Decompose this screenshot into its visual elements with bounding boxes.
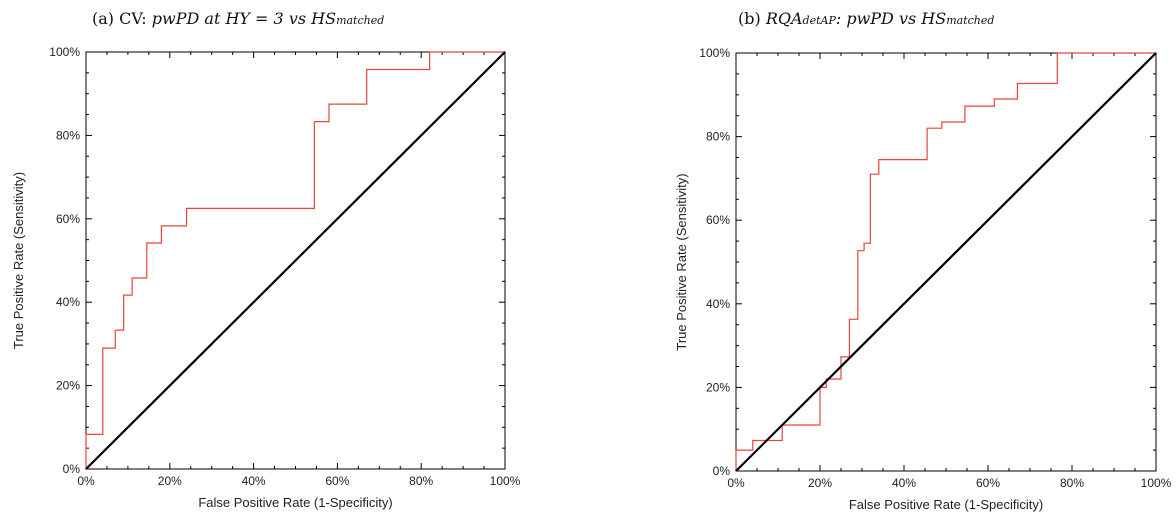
chart-title: (b) RQAdetAP: pwPD vs HSmatched bbox=[738, 9, 994, 28]
y-tick-label: 20% bbox=[56, 379, 80, 393]
y-tick-label: 40% bbox=[706, 297, 730, 311]
y-tick-label: 60% bbox=[706, 213, 730, 227]
chart-title: (a) CV: pwPD at HY = 3 vs HSmatched bbox=[92, 9, 384, 28]
y-axis-label: True Positive Rate (Sensitivity) bbox=[674, 173, 689, 350]
y-tick-label: 80% bbox=[56, 128, 80, 142]
x-tick-label: 100% bbox=[1141, 476, 1172, 490]
y-tick-label: 0% bbox=[713, 464, 731, 478]
x-tick-label: 60% bbox=[325, 474, 349, 488]
y-tick-label: 100% bbox=[49, 45, 80, 59]
y-tick-label: 100% bbox=[699, 46, 730, 60]
y-tick-label: 60% bbox=[56, 212, 80, 226]
y-tick-label: 20% bbox=[706, 380, 730, 394]
x-axis-label: False Positive Rate (1-Specificity) bbox=[849, 497, 1043, 512]
y-axis-label: True Positive Rate (Sensitivity) bbox=[11, 172, 26, 349]
x-tick-label: 80% bbox=[409, 474, 433, 488]
y-tick-label: 80% bbox=[706, 130, 730, 144]
roc-panel-b: (b) RQAdetAP: pwPD vs HSmatched 0% 20% 40% 6… bbox=[674, 9, 1172, 512]
x-tick-label: 0% bbox=[77, 474, 95, 488]
reference-diagonal-line bbox=[85, 51, 506, 470]
x-tick-label: 40% bbox=[242, 474, 266, 488]
roc-curve-line bbox=[735, 52, 1156, 471]
x-tick-label: 20% bbox=[808, 476, 832, 490]
x-tick-label: 60% bbox=[976, 476, 1000, 490]
x-tick-label: 0% bbox=[727, 476, 745, 490]
y-tick-label: 0% bbox=[63, 462, 81, 476]
x-axis-label: False Positive Rate (1-Specificity) bbox=[198, 495, 392, 510]
x-tick-label: 40% bbox=[892, 476, 916, 490]
y-tick-label: 40% bbox=[56, 295, 80, 309]
reference-diagonal-line bbox=[735, 52, 1157, 472]
roc-panel-a: (a) CV: pwPD at HY = 3 vs HSmatched 0% 20%… bbox=[11, 9, 521, 510]
roc-curve-line bbox=[85, 51, 505, 469]
x-tick-label: 100% bbox=[490, 474, 521, 488]
x-tick-label: 20% bbox=[158, 474, 182, 488]
x-tick-label: 80% bbox=[1060, 476, 1084, 490]
